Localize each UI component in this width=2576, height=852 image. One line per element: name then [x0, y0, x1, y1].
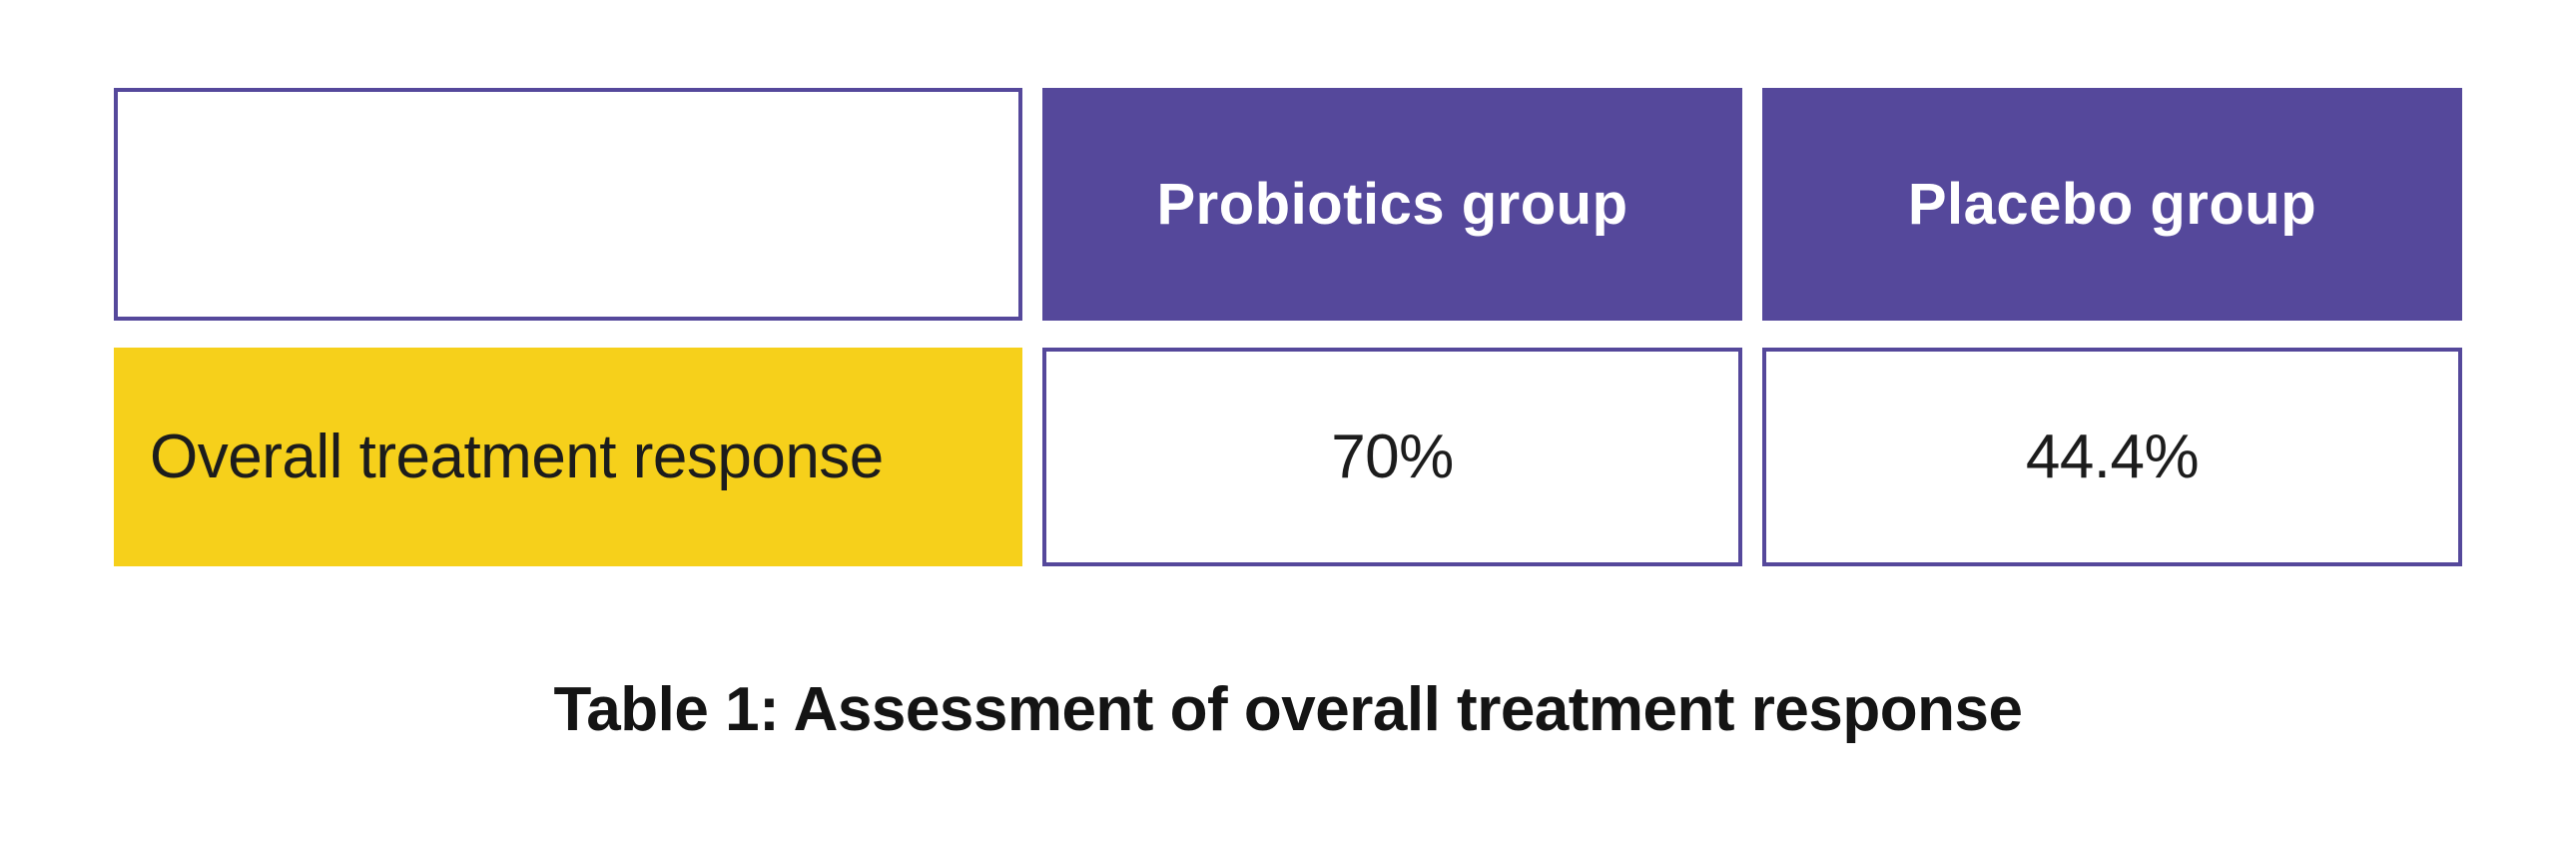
value-probiotics-group: 70%	[1042, 348, 1742, 566]
table-caption: Table 1: Assessment of overall treatment…	[553, 675, 2023, 744]
value-placebo-group: 44.4%	[1762, 348, 2462, 566]
treatment-response-table: Probiotics group Placebo group Overall t…	[114, 88, 2462, 566]
header-probiotics-group: Probiotics group	[1042, 88, 1742, 321]
corner-empty-cell	[114, 88, 1022, 321]
row-label-overall-treatment-response: Overall treatment response	[114, 348, 1022, 566]
header-placebo-group: Placebo group	[1762, 88, 2462, 321]
